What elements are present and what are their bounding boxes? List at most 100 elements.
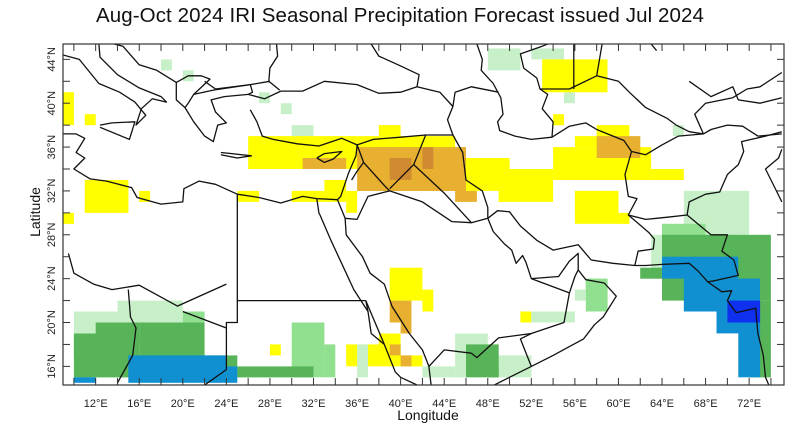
- boundary-line: [694, 71, 783, 135]
- boundary-line: [63, 133, 338, 205]
- forecast-cell-wet2: [324, 344, 336, 378]
- y-tick-label: 20°N: [46, 310, 58, 335]
- forecast-cell-dry1: [291, 190, 325, 202]
- axis-ticks: [63, 44, 784, 385]
- forecast-cell-wet1: [531, 48, 564, 60]
- forecast-cell-dry1: [618, 212, 630, 224]
- x-tick-label: 48°E: [476, 398, 500, 410]
- x-tick-label: 60°E: [607, 398, 631, 410]
- forecast-cell-wet1: [672, 125, 684, 137]
- forecast-cell-dry1: [553, 114, 564, 126]
- boundary-line: [193, 83, 251, 96]
- boundary-line: [63, 44, 168, 126]
- boundary-line: [220, 151, 253, 159]
- boundary-line: [631, 124, 782, 156]
- boundary-line: [596, 44, 603, 76]
- forecast-cell-wet4: [128, 355, 227, 383]
- boundary-line: [413, 164, 488, 224]
- forecast-cell-dry1: [498, 169, 554, 202]
- forecast-cell-dry3: [389, 158, 412, 180]
- x-tick-label: 52°E: [519, 398, 543, 410]
- boundary-line: [688, 80, 782, 104]
- forecast-cell-dry2: [389, 344, 401, 356]
- forecast-cell-dry2: [400, 355, 412, 367]
- forecast-cell-wet5: [727, 300, 761, 323]
- boundary-line: [519, 277, 571, 367]
- x-tick-label: 24°E: [214, 398, 238, 410]
- forecast-cell-dry1: [574, 190, 619, 224]
- boundary-line: [316, 150, 343, 164]
- forecast-cell-dry2: [302, 158, 347, 169]
- x-tick-label: 28°E: [258, 398, 282, 410]
- boundary-line: [452, 86, 499, 107]
- forecast-cell-dry1: [389, 267, 423, 301]
- forecast-cell-wet1: [280, 103, 292, 115]
- boundary-line: [627, 214, 656, 266]
- boundary-line: [365, 300, 385, 345]
- boundary-line: [568, 269, 579, 294]
- forecast-cell-dry1: [422, 289, 434, 312]
- boundary-line: [204, 80, 271, 90]
- forecast-cell-wet1: [531, 311, 575, 323]
- y-tick-label: 32°N: [46, 179, 58, 204]
- boundary-line: [99, 121, 136, 141]
- boundary-line: [336, 199, 346, 219]
- y-axis-label: Latitude: [27, 187, 43, 237]
- forecast-cell-wet3: [95, 322, 140, 345]
- boundary-line: [686, 214, 739, 283]
- boundary-line: [247, 84, 254, 95]
- forecast-cell-dry1: [346, 190, 358, 213]
- coastlines: [63, 44, 783, 385]
- boundary-line: [248, 44, 420, 100]
- boundary-line: [345, 161, 391, 221]
- forecast-cell-dry2: [357, 147, 466, 191]
- forecast-cell-wet4: [738, 311, 761, 378]
- forecast-cell-wet1: [357, 344, 368, 378]
- boundary-line: [476, 44, 554, 141]
- x-tick-label: 32°E: [302, 398, 326, 410]
- forecast-cell-dry1: [269, 344, 281, 356]
- y-tick-label: 40°N: [46, 91, 58, 116]
- forecast-cell-wet1: [117, 300, 183, 323]
- boundary-line: [114, 44, 249, 143]
- boundary-line: [540, 75, 704, 135]
- x-tick-label: 56°E: [563, 398, 587, 410]
- forecast-cell-wet1: [422, 366, 456, 378]
- boundary-line: [268, 44, 281, 91]
- forecast-cell-dry1: [139, 190, 151, 202]
- x-tick-label: 36°E: [345, 398, 369, 410]
- x-tick-label: 72°E: [737, 398, 761, 410]
- boundary-line: [225, 194, 238, 370]
- boundary-line: [650, 44, 658, 52]
- boundary-line: [249, 109, 358, 201]
- plot-frame: [62, 43, 785, 386]
- boundary-line: [204, 369, 227, 385]
- forecast-cell-wet3: [237, 366, 314, 378]
- x-tick-label: 20°E: [171, 398, 195, 410]
- forecast-cell-dry1: [378, 125, 401, 137]
- boundary-line: [116, 289, 137, 384]
- y-tick-label: 24°N: [46, 266, 58, 291]
- forecast-cell-dry1: [63, 92, 74, 126]
- forecast-cell-wet1: [574, 289, 586, 301]
- x-axis-label: Longitude: [397, 407, 459, 423]
- forecast-cell-dry1: [63, 212, 74, 224]
- forecast-cell-wet1: [291, 125, 314, 137]
- forecast-cell-dry1: [378, 333, 401, 345]
- forecast-cell-dry1: [651, 169, 684, 180]
- forecast-cell-dry3: [422, 147, 434, 169]
- x-tick-label: 44°E: [432, 398, 456, 410]
- forecast-cell-wet3: [640, 267, 662, 279]
- forecast-cell-dry1: [596, 125, 630, 137]
- forecast-cell-wet1: [161, 59, 172, 71]
- y-tick-label: 28°N: [46, 222, 58, 247]
- forecast-cell-dry2: [596, 136, 641, 158]
- forecast-cell-dry2: [455, 190, 477, 202]
- x-tick-label: 16°E: [127, 398, 151, 410]
- y-tick-label: 36°N: [46, 135, 58, 160]
- boundary-line: [182, 310, 227, 329]
- forecast-cell-wet1: [564, 92, 575, 104]
- x-tick-label: 12°E: [84, 398, 108, 410]
- forecast-cell-wet1: [259, 92, 270, 104]
